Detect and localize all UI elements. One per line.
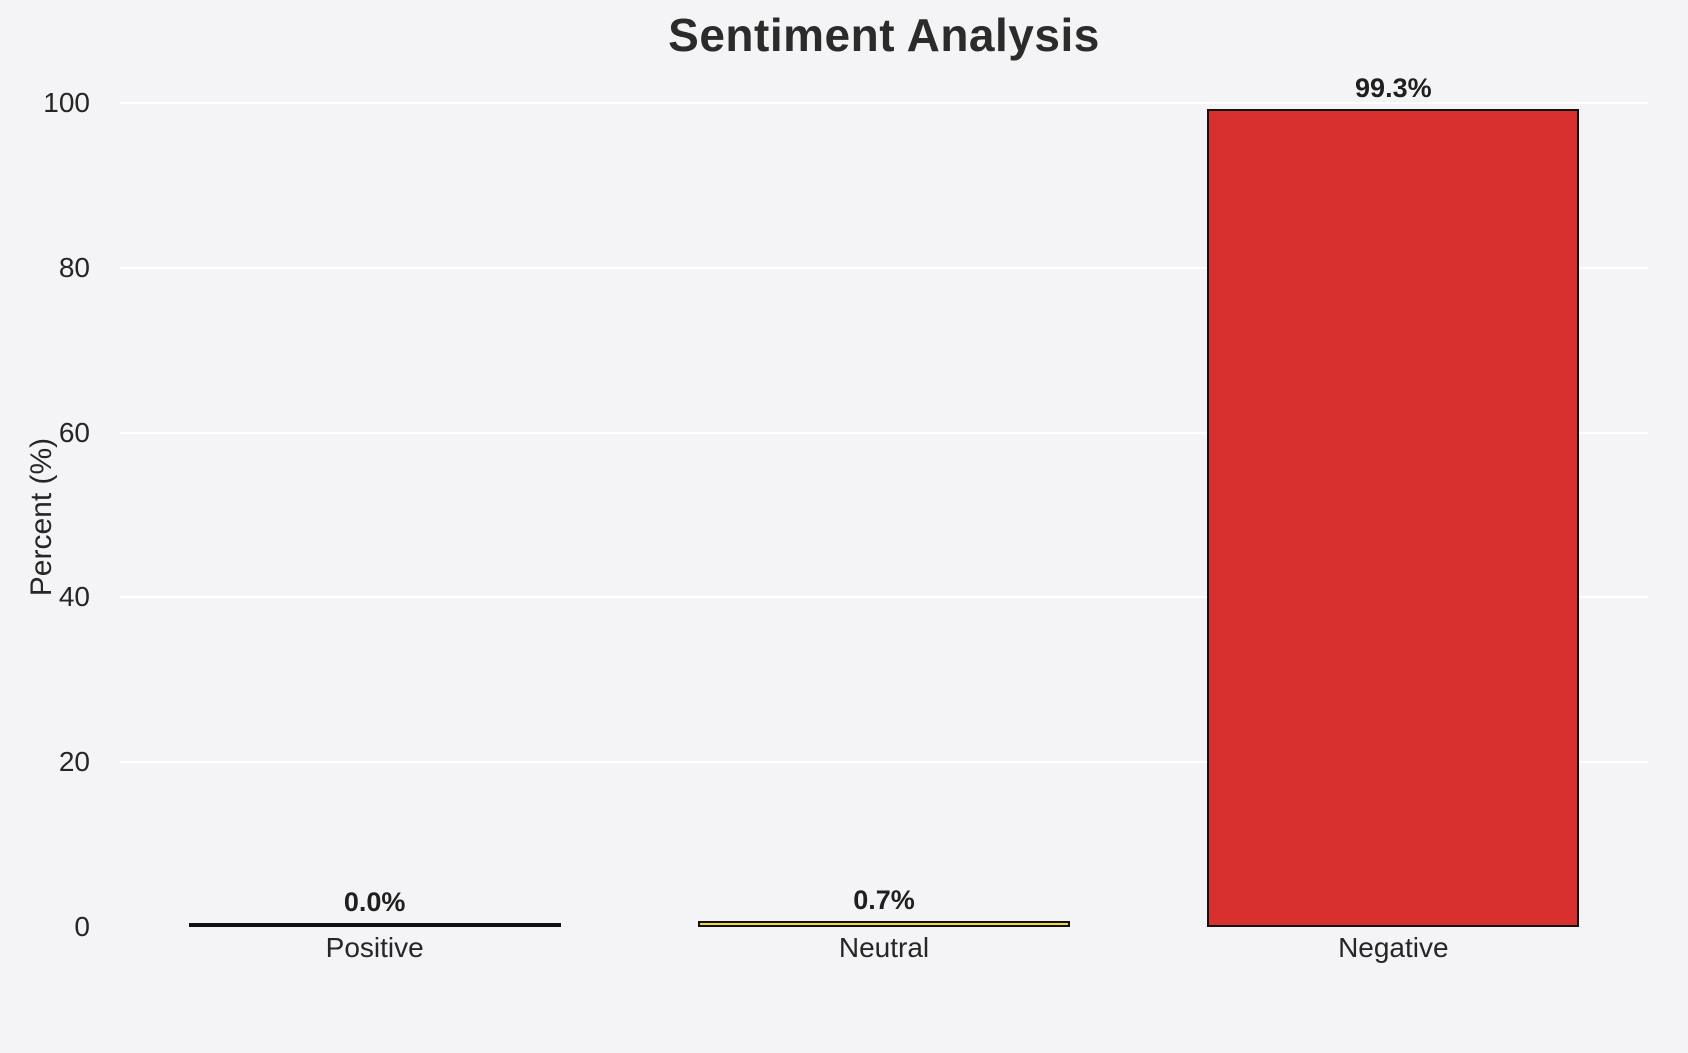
y-tick-label: 100: [43, 87, 90, 118]
x-category-label: Neutral: [838, 932, 930, 963]
y-axis-tick-labels: 0 20 40 60 80 100: [0, 89, 104, 941]
bar-negative: [1207, 108, 1580, 927]
gridline: [120, 596, 1648, 599]
gridline: [120, 266, 1648, 269]
bar-value-label: 0.0%: [343, 887, 406, 917]
chart-title: Sentiment Analysis: [668, 9, 1100, 61]
x-category-label: Positive: [325, 932, 424, 963]
gridline: [120, 431, 1648, 434]
gridline: [120, 102, 1648, 104]
gridline: [120, 761, 1648, 764]
bar-neutral: [698, 921, 1070, 927]
bar-group-neutral: 0.7%: [629, 103, 1138, 927]
y-tick-label: 80: [58, 251, 90, 283]
x-category-label: Negative: [1338, 932, 1449, 963]
y-tick-label: 0: [74, 911, 90, 942]
x-axis-category-labels: Positive Neutral Negative: [120, 932, 1648, 964]
bar-value-label: 0.7%: [853, 885, 915, 916]
plot-area: 0.0% 0.7% 99.3%: [120, 74, 1648, 927]
y-tick-label: 20: [58, 746, 90, 778]
y-tick-label: 40: [58, 581, 90, 613]
bar-group-negative: 99.3%: [1139, 74, 1648, 927]
bar-value-label: 99.3%: [1355, 72, 1432, 103]
y-tick-label: 60: [58, 416, 90, 448]
bar-group-positive: 0.0%: [120, 103, 629, 927]
bar-positive: [188, 923, 561, 927]
